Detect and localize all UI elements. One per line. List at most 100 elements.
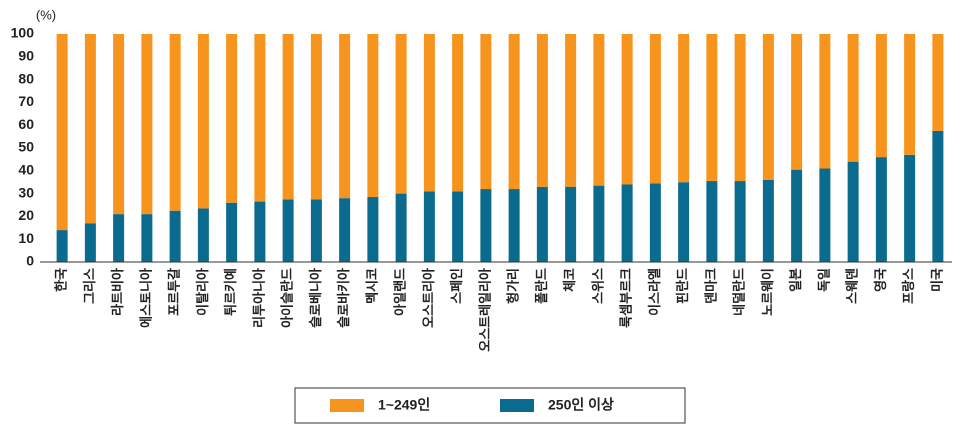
bar-segment bbox=[706, 34, 718, 182]
bar-segment bbox=[113, 214, 125, 262]
x-tick-label: 그리스 bbox=[82, 268, 97, 304]
bar-segment bbox=[226, 34, 238, 203]
x-tick-label: 포르투갈 bbox=[167, 268, 182, 316]
bar-segment bbox=[932, 130, 944, 262]
bar-segment bbox=[84, 223, 96, 262]
y-tick-label: 40 bbox=[18, 162, 34, 178]
bar-segment bbox=[762, 179, 774, 262]
x-tick-label: 일본 bbox=[788, 268, 803, 292]
x-tick-label: 리투아니아 bbox=[251, 268, 266, 328]
y-tick-label: 70 bbox=[18, 93, 34, 109]
y-tick-label: 30 bbox=[18, 184, 34, 200]
bar-segment bbox=[141, 214, 153, 262]
bar-segment bbox=[508, 34, 520, 190]
x-tick-label: 아일랜드 bbox=[393, 268, 408, 316]
x-tick-label: 이탈리아 bbox=[195, 268, 210, 316]
x-tick-label: 덴마크 bbox=[703, 268, 718, 304]
bar-segment bbox=[678, 34, 690, 183]
bar-segment bbox=[310, 34, 322, 200]
bar-segment bbox=[593, 34, 605, 186]
y-tick-label: 0 bbox=[26, 253, 34, 269]
bar-segment bbox=[367, 34, 379, 198]
bar-segment bbox=[904, 154, 916, 262]
bar-segment bbox=[536, 34, 548, 187]
bar-segment bbox=[565, 34, 577, 187]
bar-segment bbox=[339, 34, 351, 199]
x-tick-label: 스페인 bbox=[449, 268, 464, 304]
bar-segment bbox=[169, 210, 181, 262]
x-tick-label: 멕시코 bbox=[364, 268, 379, 304]
legend-label: 250인 이상 bbox=[548, 397, 614, 413]
bar-segment bbox=[819, 168, 831, 262]
bar-segment bbox=[395, 34, 407, 194]
x-tick-label: 스위스 bbox=[590, 268, 605, 304]
bar-segment bbox=[56, 34, 68, 231]
bar-segment bbox=[282, 34, 294, 200]
x-tick-label: 체코 bbox=[562, 268, 577, 292]
bar-segment bbox=[254, 34, 266, 202]
bar-segment bbox=[678, 182, 690, 262]
bar-segment bbox=[480, 189, 492, 262]
x-tick-label: 폴란드 bbox=[534, 268, 549, 304]
bar-segment bbox=[84, 34, 96, 224]
bar-segment bbox=[734, 34, 746, 182]
bar-segment bbox=[395, 193, 407, 262]
bar-segment bbox=[339, 198, 351, 262]
bar-segment bbox=[367, 197, 379, 262]
x-tick-label: 튀르키예 bbox=[223, 268, 238, 316]
y-tick-label: 60 bbox=[18, 116, 34, 132]
x-tick-label: 독일 bbox=[816, 268, 831, 292]
legend-swatch bbox=[330, 399, 364, 412]
bar-segment bbox=[791, 34, 803, 170]
x-tick-label: 이스라엘 bbox=[647, 268, 662, 316]
x-tick-label: 프랑스 bbox=[901, 268, 916, 304]
bar-segment bbox=[734, 181, 746, 262]
bar-segment bbox=[452, 34, 464, 192]
bar-segment bbox=[254, 201, 266, 262]
y-tick-label: 90 bbox=[18, 48, 34, 64]
y-tick-label: 100 bbox=[11, 25, 35, 41]
bar-segment bbox=[508, 189, 520, 262]
bar-segment bbox=[875, 157, 887, 262]
bar-segment bbox=[452, 191, 464, 262]
y-tick-label: 80 bbox=[18, 70, 34, 86]
bar-segment bbox=[904, 34, 916, 155]
bar-segment bbox=[819, 34, 831, 169]
x-tick-label: 헝가리 bbox=[506, 268, 521, 304]
y-axis-label: (%) bbox=[36, 7, 56, 22]
x-tick-label: 룩셈부르크 bbox=[619, 268, 634, 328]
x-tick-label: 노르웨이 bbox=[760, 268, 775, 316]
bar-segment bbox=[791, 169, 803, 262]
bar-segment bbox=[169, 34, 181, 211]
bar-segment bbox=[197, 208, 209, 262]
x-tick-label: 오스트리아 bbox=[421, 268, 436, 328]
bar-segment bbox=[762, 34, 774, 180]
bar-segment bbox=[847, 34, 859, 162]
x-tick-label: 핀란드 bbox=[675, 268, 690, 304]
x-tick-label: 에스토니아 bbox=[138, 268, 153, 328]
bar-segment bbox=[621, 34, 633, 185]
y-tick-label: 50 bbox=[18, 139, 34, 155]
x-tick-label: 슬로베니아 bbox=[308, 268, 323, 328]
bar-segment bbox=[310, 199, 322, 262]
y-tick-label: 10 bbox=[18, 230, 34, 246]
bar-segment bbox=[423, 191, 435, 262]
bar-segment bbox=[649, 183, 661, 262]
legend-swatch bbox=[500, 399, 534, 412]
x-tick-label: 미국 bbox=[929, 268, 944, 292]
legend-label: 1~249인 bbox=[378, 397, 430, 413]
x-tick-label: 라트비아 bbox=[110, 268, 125, 316]
bar-segment bbox=[56, 230, 68, 262]
y-tick-label: 20 bbox=[18, 207, 34, 223]
bar-segment bbox=[282, 199, 294, 262]
x-tick-label: 네덜란드 bbox=[732, 268, 747, 316]
bar-segment bbox=[197, 34, 209, 209]
bar-segment bbox=[847, 161, 859, 262]
x-tick-label: 한국 bbox=[54, 268, 69, 292]
bar-segment bbox=[141, 34, 153, 215]
bar-segment bbox=[565, 186, 577, 262]
x-tick-label: 스웨덴 bbox=[845, 268, 860, 304]
x-tick-label: 오스트레일리아 bbox=[477, 268, 492, 352]
x-tick-label: 영국 bbox=[873, 268, 888, 292]
